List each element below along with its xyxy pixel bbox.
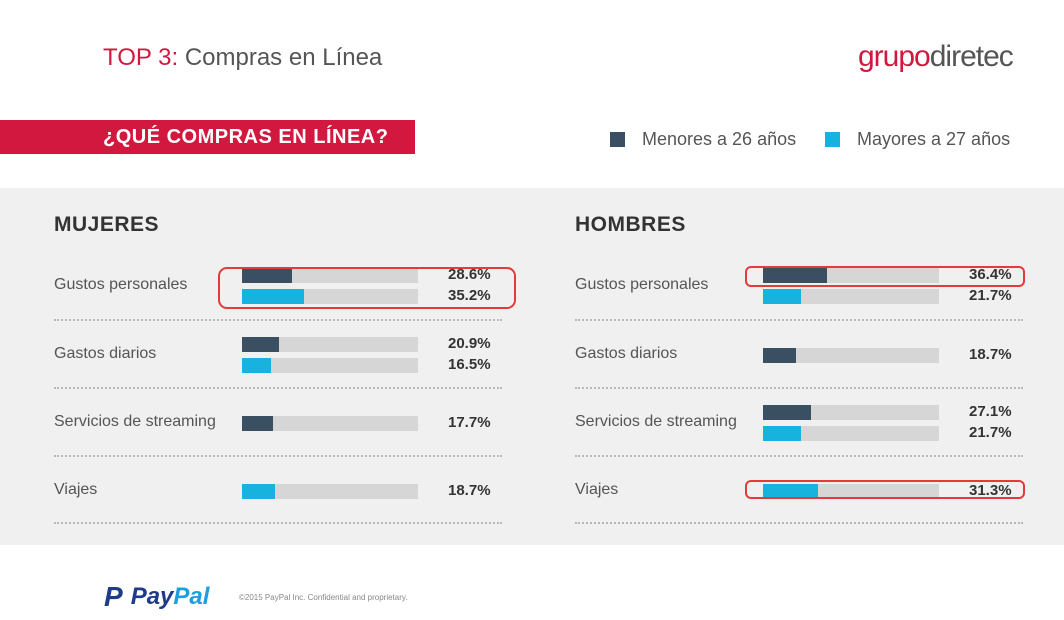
hombres-bar-gastos-diarios-menores (763, 348, 796, 363)
mujeres-category-gastos-diarios: Gastos diarios (54, 345, 157, 362)
mujeres-bar-track (242, 416, 418, 431)
paypal-mark-icon: P (104, 581, 123, 612)
legend-swatch-mayores (825, 132, 840, 147)
hombres-bar-gustos-personales-mayores (763, 289, 802, 304)
row-divider (54, 522, 502, 524)
hombres-bar-gustos-personales-menores (763, 268, 828, 283)
mujeres-bar-track (242, 337, 418, 352)
mujeres-bar-gustos-personales-menores (242, 268, 293, 283)
mujeres-bar-track (242, 289, 418, 304)
title-prefix: TOP 3: (103, 44, 179, 71)
brand-logo: grupodiretec (858, 40, 1014, 74)
highlight-box-hombres-gustos (745, 266, 1025, 287)
mujeres-bar-gastos-diarios-menores (242, 337, 279, 352)
mujeres-bar-gustos-personales-mayores (242, 289, 304, 304)
hombres-bar-track (763, 484, 939, 499)
mujeres-data-label: 18.7% (448, 482, 491, 499)
hombres-data-label: 18.7% (969, 346, 1012, 363)
hombres-bar-track (763, 405, 939, 420)
highlight-box-hombres-viajes (745, 480, 1025, 499)
hombres-data-label: 36.4% (969, 266, 1012, 283)
logo-part1: grupo (858, 40, 931, 73)
mujeres-data-label: 20.9% (448, 335, 491, 352)
mujeres-bar-track (242, 484, 418, 499)
row-divider (575, 319, 1023, 321)
highlight-box-mujeres-gustos (218, 267, 516, 309)
section-banner: ¿QUÉ COMPRAS EN LÍNEA? (0, 120, 415, 154)
row-divider (54, 387, 502, 389)
mujeres-category-viajes: Viajes (54, 481, 98, 498)
mujeres-data-label: 16.5% (448, 356, 491, 373)
hombres-category-gustos-personales: Gustos personales (575, 276, 709, 293)
paypal-word1: Pay (130, 583, 174, 610)
row-divider (54, 455, 502, 457)
legend-label-mayores: Mayores a 27 años (857, 129, 1011, 149)
mujeres-bar-track (242, 358, 418, 373)
row-divider (575, 455, 1023, 457)
legend-item-mayores: Mayores a 27 años (825, 129, 1010, 150)
hombres-bar-track (763, 348, 939, 363)
row-divider (54, 319, 502, 321)
hombres-category-viajes: Viajes (575, 481, 619, 498)
hombres-bar-track (763, 426, 939, 441)
hombres-bar-servicios-de-streaming-mayores (763, 426, 802, 441)
hombres-category-gastos-diarios: Gastos diarios (575, 345, 678, 362)
mujeres-data-label: 17.7% (448, 414, 491, 431)
paypal-logo: P PayPal (104, 581, 209, 613)
mujeres-chart-title: MUJERES (54, 213, 160, 236)
title-main: Compras en Línea (178, 44, 383, 71)
row-divider (575, 522, 1023, 524)
hombres-bar-viajes-mayores (763, 484, 819, 499)
hombres-category-servicios-de-streaming: Servicios de streaming (575, 413, 737, 430)
legend-label-menores: Menores a 26 años (642, 129, 797, 149)
paypal-wordmark: PayPal (131, 583, 210, 611)
legend-item-menores: Menores a 26 años (610, 129, 796, 150)
legend-swatch-menores (610, 132, 625, 147)
hombres-bar-track (763, 268, 939, 283)
hombres-data-label: 21.7% (969, 287, 1012, 304)
mujeres-data-label: 35.2% (448, 287, 491, 304)
logo-part2: diretec (929, 40, 1014, 73)
mujeres-bar-gastos-diarios-mayores (242, 358, 272, 373)
mujeres-data-label: 28.6% (448, 266, 491, 283)
copyright-note: ©2015 PayPal Inc. Confidential and propr… (239, 593, 408, 602)
mujeres-bar-servicios-de-streaming-menores (242, 416, 274, 431)
hombres-data-label: 21.7% (969, 424, 1012, 441)
mujeres-bar-track (242, 268, 418, 283)
mujeres-category-servicios-de-streaming: Servicios de streaming (54, 413, 216, 430)
hombres-data-label: 27.1% (969, 403, 1012, 420)
hombres-data-label: 31.3% (969, 482, 1012, 499)
mujeres-category-gustos-personales: Gustos personales (54, 276, 188, 293)
page-title: TOP 3: Compras en Línea (103, 44, 382, 72)
hombres-chart-title: HOMBRES (575, 213, 686, 236)
mujeres-bar-viajes-mayores (242, 484, 275, 499)
hombres-bar-track (763, 289, 939, 304)
row-divider (575, 387, 1023, 389)
paypal-word2: Pal (173, 583, 210, 610)
hombres-bar-servicios-de-streaming-menores (763, 405, 811, 420)
